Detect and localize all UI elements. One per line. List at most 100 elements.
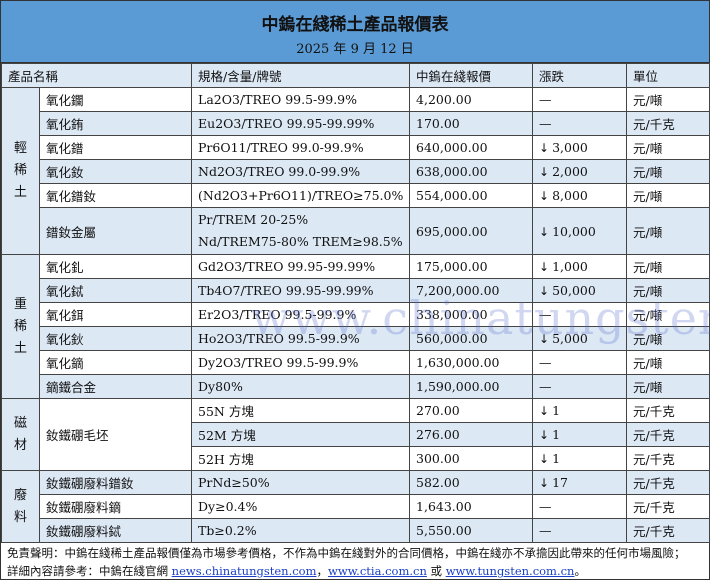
link-news-chinatungsten[interactable]: news.chinatungsten.com xyxy=(171,564,317,578)
price-change: — xyxy=(532,87,628,112)
product-unit: 元/千克 xyxy=(626,446,710,471)
product-unit: 元/千克 xyxy=(626,398,710,423)
table-row: 輕稀土 氧化鑭 La2O3/TREO 99.5-99.9% 4,200.00— 元/噸 xyxy=(1,87,710,255)
product-unit: 元/千克 xyxy=(626,518,710,543)
separator: 或 xyxy=(426,564,446,578)
spec-line: Pr/TREM 20-25% xyxy=(198,212,309,227)
product-spec: Gd2O3/TREO 99.95-99.99% xyxy=(191,254,411,279)
group-light: 輕稀土 xyxy=(1,87,40,255)
product-price: 7,200,000.00 xyxy=(409,278,534,303)
price-change: — xyxy=(532,350,628,375)
table-row: 氧化鐠 Pr6O11/TREO 99.0-99.9% 640,000.00 ↓ 3,00… xyxy=(2,135,710,160)
down-arrow-icon: ↓ xyxy=(539,428,550,442)
product-name: 氧化銪 xyxy=(38,111,193,136)
product-name: 鏑鐵合金 xyxy=(38,374,193,399)
product-unit: 元/千克 xyxy=(626,422,710,447)
header-unit: 單位 xyxy=(626,63,710,88)
product-name: 氧化鉺 xyxy=(38,302,193,327)
price-change: — xyxy=(532,302,628,327)
price-change: ↓ 1 xyxy=(532,422,628,447)
group-label-heavy: 重稀土 xyxy=(13,296,27,356)
table-row: 釹鐵硼廢料鋱 Tb≥0.2% 5,550.00— 元/千克 xyxy=(2,518,710,543)
down-arrow-icon: ↓ xyxy=(539,476,550,490)
product-price: 640,000.00 xyxy=(409,135,534,160)
down-arrow-icon: ↓ xyxy=(539,260,550,274)
price-change: ↓ 3,000 xyxy=(532,135,628,160)
link-tungsten[interactable]: www.tungsten.com.cn xyxy=(445,564,575,578)
product-price: 1,643.00 xyxy=(409,494,534,519)
change-value: 10,000 xyxy=(552,223,596,239)
table-row: 52M 方塊 276.00 ↓ 1 元/千克 xyxy=(2,422,710,447)
product-unit: 元/噸 xyxy=(626,326,710,351)
change-value: 2,000 xyxy=(552,164,588,179)
product-name: 氧化釹 xyxy=(38,159,193,184)
product-unit: 元/噸 xyxy=(626,350,710,375)
product-unit: 元/噸 xyxy=(626,159,710,184)
down-arrow-icon: ↓ xyxy=(539,224,550,239)
product-spec: Ho2O3/TREO 99.5-99.9% xyxy=(191,326,411,351)
price-change: — xyxy=(532,494,628,519)
product-name: 氧化鏑 xyxy=(38,350,193,375)
change-value: 3,000 xyxy=(552,140,588,155)
table-row: 氧化鉺 Er2O3/TREO 99.5-99.9% 338,000.00— 元/噸 xyxy=(2,302,710,327)
price-change: — xyxy=(532,111,628,136)
table-row: 釹鐵硼廢料鏑 Dy≥0.4% 1,643.00— 元/千克 xyxy=(2,494,710,519)
spec-line: Nd/TREM75-80% TREM≥98.5% xyxy=(198,234,403,249)
change-value: 17 xyxy=(552,475,568,490)
product-spec: Nd2O3/TREO 99.0-99.9% xyxy=(191,159,411,184)
down-arrow-icon: ↓ xyxy=(539,189,550,203)
product-spec: 52M 方塊 xyxy=(191,422,411,447)
reference-line: 詳細內容請參考：中鎢在綫官網 news.chinatungsten.com，ww… xyxy=(7,562,703,580)
table-row: 氧化鏑 Dy2O3/TREO 99.5-99.9% 1,630,000.00— 元/噸 xyxy=(2,350,710,375)
product-spec: Dy≥0.4% xyxy=(191,494,411,519)
product-unit: 元/噸 xyxy=(626,254,710,279)
table-header: 產品名稱 規格/含量/牌號 中鎢在綫報價 漲跌 單位 xyxy=(0,63,710,88)
product-unit: 元/噸 xyxy=(626,374,710,399)
table-row: 鐠釹金屬 Pr/TREM 20-25% Nd/TREM75-80% TREM≥98.… xyxy=(2,207,710,255)
product-name: 氧化鈥 xyxy=(38,326,193,351)
table-row: 重稀土 氧化釓 Gd2O3/TREO 99.95-99.99% 175,000.00 ↓… xyxy=(1,254,710,399)
change-value: 50,000 xyxy=(552,283,596,298)
product-price: 1,630,000.00 xyxy=(409,350,534,375)
reference-prefix: 詳細內容請參考：中鎢在綫官網 xyxy=(7,564,172,578)
product-name: 氧化釓 xyxy=(38,254,193,279)
product-spec: Dy2O3/TREO 99.5-99.9% xyxy=(191,350,411,375)
header-spec: 規格/含量/牌號 xyxy=(191,63,411,88)
product-price: 338,000.00 xyxy=(409,302,534,327)
disclaimer-text: 免責聲明：中鎢在綫稀土產品報價僅為市場參考價格，不作為中鎢在綫對外的合同價格，中… xyxy=(7,546,686,560)
product-unit: 元/千克 xyxy=(626,494,710,519)
change-value: 1 xyxy=(552,451,561,466)
product-name: 釹鐵硼廢料鐠釹 xyxy=(38,470,193,495)
product-price: 5,550.00 xyxy=(409,518,534,543)
table-row: 氧化銪 Eu2O3/TREO 99.95-99.99% 170.00— 元/千克 xyxy=(2,111,710,136)
separator: ， xyxy=(316,564,329,578)
down-arrow-icon: ↓ xyxy=(539,284,550,298)
price-change: ↓ 1,000 xyxy=(532,254,628,279)
product-spec: Dy80% xyxy=(191,374,411,399)
product-price: 560,000.00 xyxy=(409,326,534,351)
header-name: 產品名稱 xyxy=(0,63,193,88)
price-change: ↓ 1 xyxy=(532,398,628,423)
link-ctia[interactable]: www.ctia.com.cn xyxy=(328,564,427,578)
price-change: — xyxy=(532,374,628,399)
product-price: 300.00 xyxy=(409,446,534,471)
product-price: 4,200.00 xyxy=(409,87,534,112)
product-name: 氧化鑭 xyxy=(38,87,193,112)
product-price: 170.00 xyxy=(409,111,534,136)
product-name: 釹鐵硼廢料鏑 xyxy=(38,494,193,519)
title-bar: 中鎢在綫稀土產品報價表 2025 年 9 月 12 日 xyxy=(1,1,709,63)
product-name: 鐠釹金屬 xyxy=(38,207,193,255)
table-row: 磁材 釹鐵硼毛坯 55N 方塊 270.00 ↓ 1 元/千克 xyxy=(1,398,710,471)
table-row: 氧化釹 Nd2O3/TREO 99.0-99.9% 638,000.00 ↓ 2,000… xyxy=(2,159,710,184)
change-value: 1,000 xyxy=(552,259,588,274)
product-spec: Tb≥0.2% xyxy=(191,518,411,543)
product-unit: 元/噸 xyxy=(626,278,710,303)
product-price: 554,000.00 xyxy=(409,183,534,208)
group-magnet: 磁材 xyxy=(1,398,40,471)
change-value: 5,000 xyxy=(552,331,588,346)
price-change: ↓ 1 xyxy=(532,446,628,471)
change-value: 1 xyxy=(552,403,561,418)
product-price: 638,000.00 xyxy=(409,159,534,184)
product-name: 釹鐵硼毛坯 xyxy=(38,398,193,471)
header-change: 漲跌 xyxy=(532,63,628,88)
